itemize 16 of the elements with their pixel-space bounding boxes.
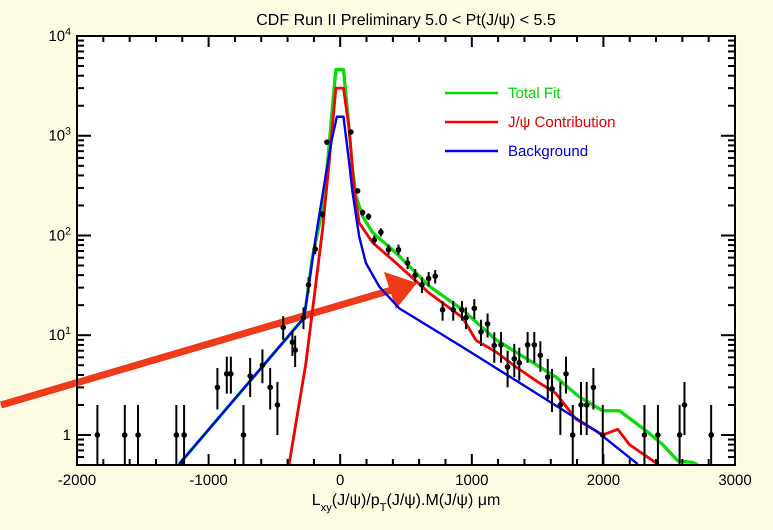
y-tick-label: 10$^{1}$ [48,325,72,344]
y-tick-label: 1 [62,426,71,444]
y-tick-label: 10$^{3}$ [48,126,72,145]
x-tick-label: -2000 [58,472,96,489]
legend-label: Total Fit [508,85,562,102]
chart-title: CDF Run II Preliminary 5.0 < Pt(J/ψ) < 5.5 [256,12,556,29]
legend-label: Background [508,143,588,160]
legend-label: J/ψ Contribution [508,114,616,131]
x-tick-label: 1000 [455,472,488,489]
x-axis-title: L$_{xy}$(J/ψ)/p$_{T}$(J/ψ).M(J/ψ) μm [312,492,500,514]
x-tick-label: 0 [336,472,344,489]
x-tick-label: 2000 [586,472,620,489]
y-tick-label: 10$^{4}$ [48,26,72,45]
x-tick-label: -1000 [189,472,228,489]
y-tick-label: 10$^{2}$ [48,225,72,244]
x-tick-label: 3000 [718,472,752,489]
